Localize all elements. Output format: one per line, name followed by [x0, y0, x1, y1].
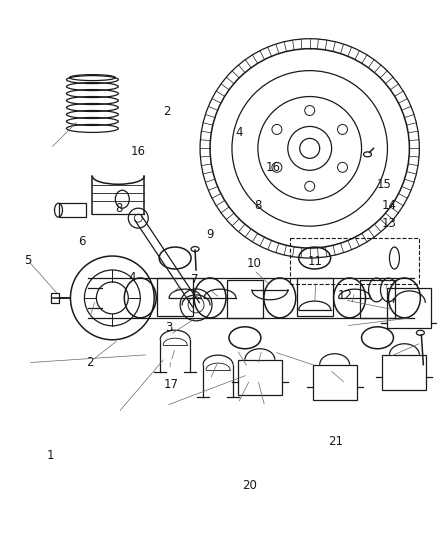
Text: 3: 3 [165, 321, 173, 334]
Text: 5: 5 [24, 254, 32, 266]
Bar [238, 360, 282, 394]
Bar [290, 238, 419, 284]
Bar [388, 288, 431, 328]
Bar [227, 280, 263, 318]
Text: 16: 16 [131, 144, 146, 158]
Bar [59, 203, 86, 217]
Text: 10: 10 [247, 257, 261, 270]
Text: 16: 16 [266, 160, 281, 174]
Bar [157, 278, 193, 316]
Text: 7: 7 [191, 273, 199, 286]
Text: 15: 15 [377, 177, 392, 191]
Text: 11: 11 [307, 255, 322, 268]
Bar [382, 355, 426, 390]
Text: 20: 20 [242, 479, 257, 492]
Text: 4: 4 [128, 271, 135, 284]
Bar [50, 293, 59, 303]
Text: 4: 4 [235, 126, 242, 139]
Text: 6: 6 [78, 235, 85, 248]
Text: 8: 8 [254, 199, 262, 212]
Bar [297, 278, 332, 316]
Bar [313, 365, 357, 400]
Text: 14: 14 [382, 199, 397, 212]
Bar [360, 280, 396, 318]
Text: 17: 17 [163, 378, 178, 391]
Text: 21: 21 [328, 435, 343, 448]
Text: 9: 9 [207, 228, 214, 241]
Text: 1: 1 [47, 449, 55, 462]
Text: 13: 13 [382, 217, 397, 230]
Text: 2: 2 [163, 105, 170, 118]
Text: 8: 8 [115, 201, 122, 215]
Text: 2: 2 [86, 356, 94, 369]
Text: 12: 12 [338, 289, 353, 302]
